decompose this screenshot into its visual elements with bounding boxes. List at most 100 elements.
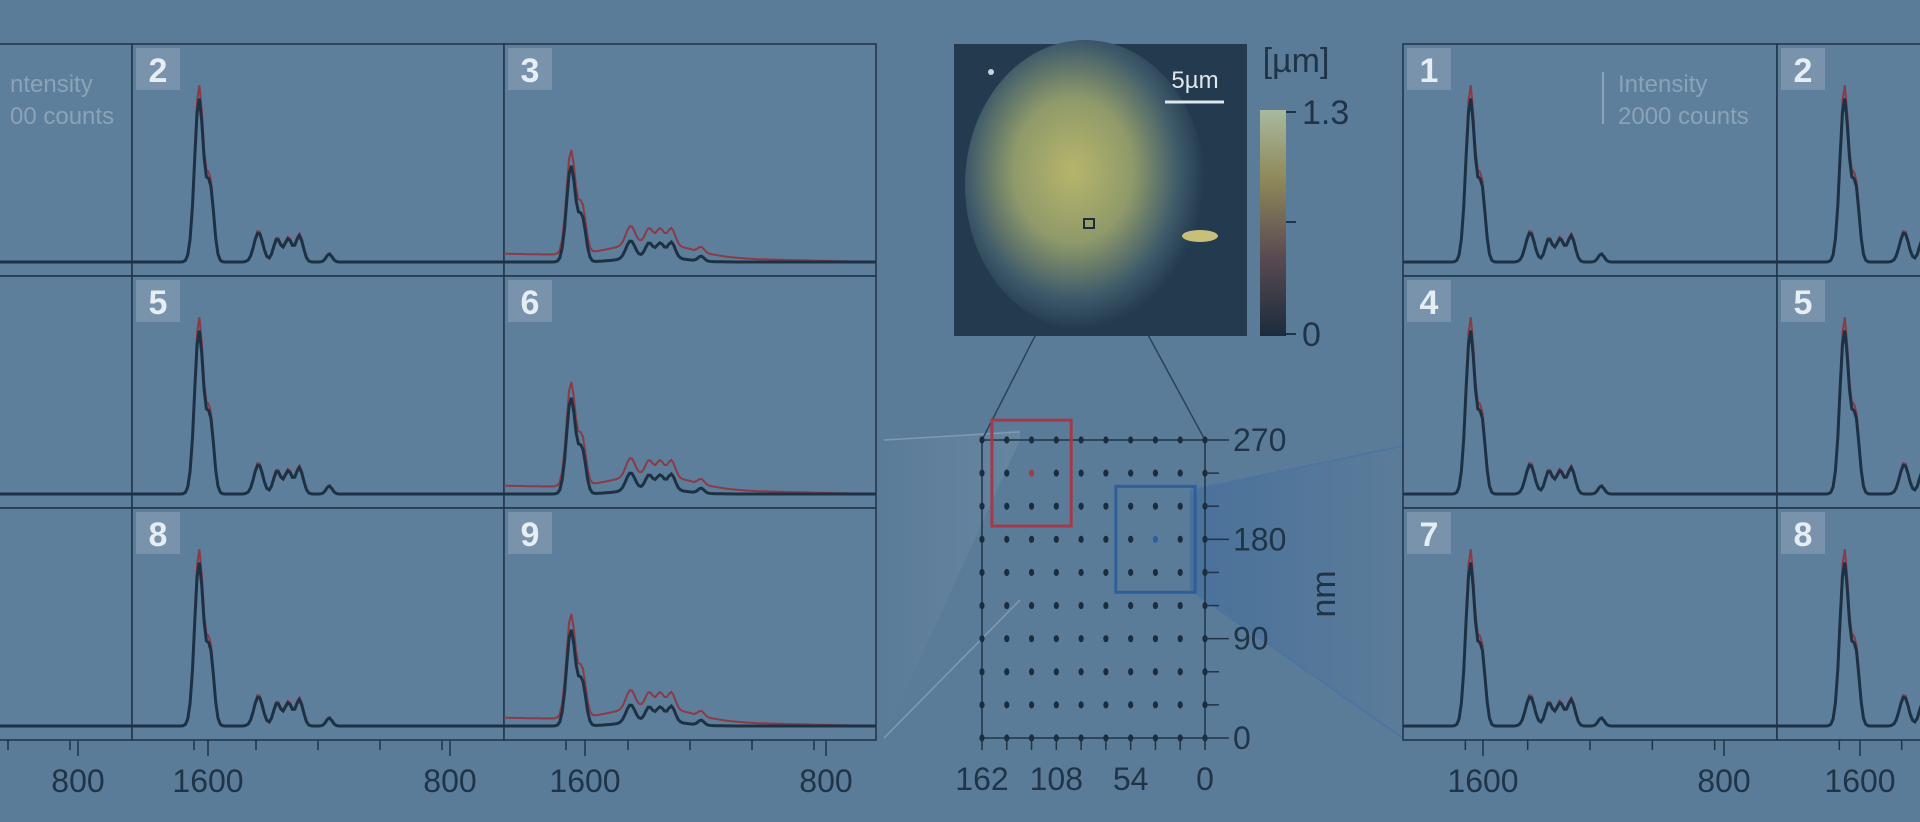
spectrum-dark-line (0, 492, 132, 496)
panel-number: 8 (1794, 516, 1813, 554)
panel-frame (1402, 507, 1778, 741)
grid-dot (1103, 568, 1109, 577)
intensity-label: Intensity (1618, 71, 1707, 98)
panel-frame (131, 507, 505, 741)
grid-dot (1004, 635, 1010, 643)
spectrum-panel (0, 507, 133, 741)
grid-dot (979, 436, 985, 444)
spectrum-dark-line (1403, 330, 1777, 496)
grid-dot (1152, 668, 1159, 676)
grid-dot (1152, 601, 1159, 610)
panel-frame (1402, 275, 1778, 509)
grid-dot (1028, 635, 1035, 643)
panel-number: 8 (149, 516, 168, 554)
spectrum-dark-line (504, 165, 876, 264)
grid-dot (1004, 535, 1010, 543)
grid-dot (1028, 535, 1035, 543)
grid-dot (1177, 601, 1183, 610)
spectrum-dark-line (1777, 98, 1920, 264)
intensity-counts-label: 00 counts (10, 103, 114, 130)
grid-dot (1152, 502, 1159, 510)
afm-bright-spot (1182, 230, 1218, 242)
spectrum-dark-line (132, 98, 504, 264)
grid-dot (1152, 469, 1159, 477)
grid-y-tick-label: 270 (1233, 422, 1286, 458)
spectrum-panel: 9 (503, 507, 877, 741)
panel-badge (1781, 280, 1825, 322)
fan-edge (1189, 589, 1404, 739)
spectrum-panel: 6 (503, 275, 877, 509)
panel-number: 1 (1420, 52, 1439, 90)
panel-number: 5 (1794, 284, 1813, 322)
x-axis-tick-label: 800 (1697, 763, 1750, 799)
panel-badge (136, 48, 180, 90)
panel-number: 2 (149, 52, 168, 90)
grid-dot (1177, 701, 1183, 709)
grid-dot (1152, 635, 1159, 643)
grid-y-tick-label: 0 (1233, 720, 1251, 756)
spectrum-dark-line (504, 397, 876, 496)
panel-badge (136, 280, 180, 322)
panel-badge (1407, 280, 1451, 322)
x-axis-tick-label: 800 (51, 763, 104, 799)
spectrum-panel: 5 (131, 275, 505, 509)
grid-dot (979, 502, 985, 510)
grid-dot (1128, 436, 1134, 444)
grid-dot (1028, 436, 1035, 444)
panel-number: 6 (521, 284, 540, 322)
grid-dot (1028, 568, 1035, 577)
red-region-box (990, 418, 1073, 528)
panel-badge (508, 512, 552, 554)
spectrum-panel (0, 43, 133, 277)
grid-dot (1053, 601, 1059, 610)
grid-dot (1078, 535, 1084, 543)
grid-dot (1103, 469, 1109, 477)
panel-frame (1402, 43, 1778, 277)
grid-dot (1152, 701, 1159, 709)
spectrum-dark-line (1777, 330, 1920, 496)
blue-region-box (1114, 484, 1197, 594)
panel-badge (508, 48, 552, 90)
grid-dot (1053, 469, 1059, 477)
fan-edge (1189, 445, 1404, 491)
grid-x-tick-label: 54 (1113, 761, 1149, 797)
grid-dot (979, 635, 985, 643)
grid-dot (1103, 635, 1109, 643)
grid-dot (1128, 701, 1134, 709)
grid-dot (1103, 502, 1109, 510)
spectrum-panel: 2 (131, 43, 505, 277)
panel-badge (1781, 512, 1825, 554)
grid-dot (979, 469, 985, 477)
grid-dot (1078, 701, 1084, 709)
x-axis-tick-label: 1600 (172, 763, 243, 799)
grid-dot (1078, 601, 1084, 610)
panel-badge (1781, 48, 1825, 90)
grid-dot (1152, 568, 1159, 577)
grid-dot (1053, 635, 1059, 643)
spectrum-dark-line (504, 629, 876, 728)
grid-dot (1053, 535, 1059, 543)
colorbar: [µm] 1.3 0 (1260, 42, 1349, 354)
spectrum-dark-line (1403, 98, 1777, 264)
grid-dot (1128, 635, 1134, 643)
grid-dot (1004, 568, 1010, 577)
afm-sample (965, 40, 1205, 330)
grid-dot (1078, 635, 1084, 643)
x-axis-tick-label: 1600 (1824, 763, 1895, 799)
grid-dot (1078, 668, 1084, 676)
grid-dot (1128, 535, 1134, 543)
grid-y-axis-label: nm (1305, 570, 1343, 617)
grid-dot (1028, 701, 1035, 709)
grid-y-tick-label: 90 (1233, 621, 1269, 657)
spectrum-dark-line (1777, 562, 1920, 728)
panel-number: 3 (521, 52, 540, 90)
grid-dot (1004, 469, 1010, 477)
intensity-label: ntensity (10, 71, 93, 98)
spectrum-panel: 7 (1402, 507, 1778, 741)
grid-dot (1177, 568, 1183, 577)
grid-x-axis: 162 108 54 0 (955, 738, 1214, 797)
grid-x-tick-label: 0 (1196, 761, 1214, 797)
scale-bar-label: 5µm (1171, 67, 1218, 94)
panel-number: 7 (1420, 516, 1439, 554)
